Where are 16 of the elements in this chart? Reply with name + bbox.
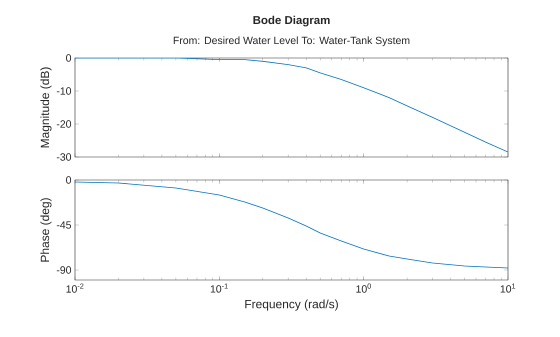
y-tick-label: 0: [66, 54, 72, 62]
x-tick-label: 10$^{-1}$: [210, 284, 228, 293]
y-tick-label: -45: [56, 221, 72, 229]
x-tick-label: 10$^{-2}$: [66, 284, 84, 293]
x-tick-label: 10$^{0}$: [356, 284, 371, 293]
y-tick-label: 0: [66, 176, 72, 184]
y-tick-label: -30: [56, 153, 72, 161]
y-tick-label: -20: [56, 120, 72, 128]
y-tick-label: -90: [56, 266, 72, 274]
chart-subtitle: From: Desired Water Level To: Water-Tank System: [174, 36, 410, 46]
x-axis-title: Frequency (rad/s): [245, 300, 338, 311]
y-tick-label: -10: [56, 87, 72, 95]
x-tick-label: 10$^{1}$: [500, 284, 516, 293]
y-axis-title: Phase (deg): [40, 198, 52, 262]
chart-title: Bode Diagram: [253, 16, 330, 26]
y-axis-title: Magnitude (dB): [40, 67, 52, 148]
